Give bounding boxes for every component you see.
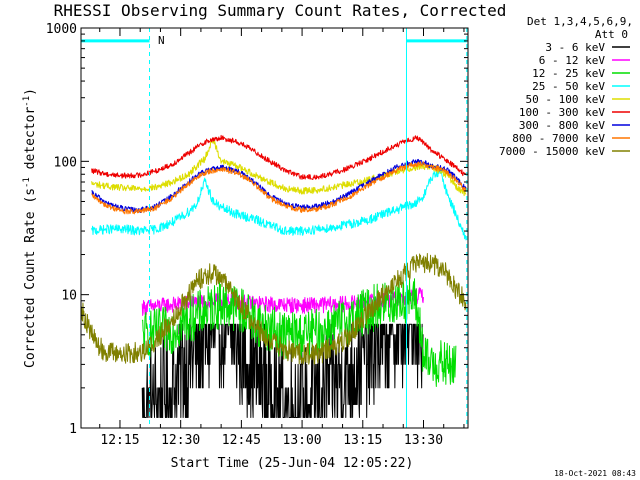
y-tick-label: 1	[69, 422, 77, 437]
series-line-3	[141, 277, 457, 388]
x-tick-label: 13:00	[283, 433, 322, 448]
x-tick-label: 13:15	[343, 433, 382, 448]
footer-timestamp: 18-Oct-2021 08:43	[554, 469, 636, 478]
y-tick-label: 1000	[46, 22, 77, 37]
legend-label-1: 3 - 6 keV	[545, 41, 605, 54]
y-axis-label-end: )	[23, 88, 38, 96]
series-line-6	[91, 134, 467, 180]
y-axis-label-mid: detector	[23, 107, 38, 178]
series-line-9	[81, 252, 467, 365]
night-markers	[81, 28, 468, 428]
series-line-8	[91, 161, 467, 215]
legend-label-3: 12 - 25 keV	[532, 67, 605, 80]
series-line-1	[141, 323, 424, 418]
x-axis-label: Start Time (25-Jun-04 12:05:22)	[171, 456, 414, 471]
x-tick-label: 12:45	[222, 433, 261, 448]
legend-label-2: 6 - 12 keV	[539, 54, 606, 67]
y-axis-label-exp2: -1	[22, 96, 32, 107]
legend-label-7: 300 - 800 keV	[519, 119, 605, 132]
series-line-5	[91, 138, 467, 197]
y-axis-label-main: Corrected Count Rate (s	[23, 188, 38, 368]
legend-title-attenuator: Att 0	[595, 28, 628, 41]
chart-title: RHESSI Observing Summary Count Rates, Co…	[54, 1, 507, 20]
y-tick-label: 100	[54, 155, 77, 170]
y-axis-label-exp1: -1	[22, 177, 32, 188]
x-tick-label: 13:30	[404, 433, 443, 448]
legend-label-9: 7000 - 15000 keV	[499, 145, 605, 158]
x-tick-label: 12:15	[100, 433, 139, 448]
legend-label-6: 100 - 300 keV	[519, 106, 605, 119]
axis-ticks: 12:15 12:30 12:45 13:00 13:15 13:30 1 10 100 1000	[46, 22, 468, 448]
legend-label-8: 800 - 7000 keV	[512, 132, 605, 145]
x-tick-label: 12:30	[161, 433, 200, 448]
legend-label-5: 50 - 100 keV	[526, 93, 606, 106]
y-tick-label: 10	[61, 289, 77, 304]
series-line-4	[91, 166, 467, 241]
plot-frame	[80, 27, 469, 429]
y-axis-label: Corrected Count Rate (s-1 detector-1)	[22, 88, 38, 368]
series-layer	[81, 134, 467, 418]
legend-title-detectors: Det 1,3,4,5,6,9,	[527, 15, 633, 28]
night-marker-label: N	[158, 34, 165, 47]
legend-label-4: 25 - 50 keV	[532, 80, 605, 93]
series-line-7	[91, 158, 467, 213]
